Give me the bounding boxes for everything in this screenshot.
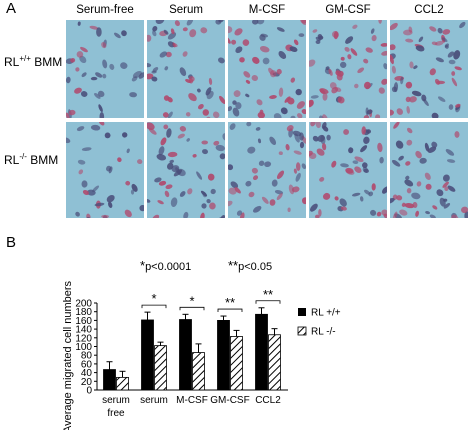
micrograph-r1-c5 [390, 20, 468, 118]
micrograph-cells [228, 20, 306, 118]
row-label-knockout: RL-/- BMM [4, 152, 58, 167]
x-tick-label: GM-CSF [210, 395, 249, 406]
micrograph-r2-c2 [147, 122, 225, 218]
panel-b-label: B [6, 234, 17, 251]
micrograph-r1-c4 [309, 20, 387, 118]
y-tick-label: 160 [75, 316, 92, 327]
micrograph-r1-c3 [228, 20, 306, 118]
legend-swatch-wildtype [298, 308, 306, 316]
micrograph-cells [66, 122, 144, 218]
x-tick-label: CCL2 [255, 395, 281, 406]
row-label-wildtype: RL+/+ BMM [4, 54, 62, 69]
bar-knockout [154, 345, 167, 391]
y-tick-label: 20 [81, 377, 93, 388]
significance-note-1-stars: * [140, 258, 146, 273]
bar-knockout [116, 376, 129, 391]
y-tick-label: 140 [75, 325, 92, 336]
row-label-knockout-prefix: RL [4, 153, 20, 167]
significance-note-2-text: p<0.05 [238, 261, 273, 273]
error-bar-group [106, 307, 278, 378]
y-tick-label: 40 [81, 368, 93, 379]
bar-knockout [230, 336, 243, 391]
bar-knockout [192, 352, 205, 391]
row-label-knockout-genotype: -/- [19, 152, 27, 161]
micrograph-r2-c4 [309, 122, 387, 218]
y-tick-label: 100 [75, 342, 92, 353]
y-tick-label: 120 [75, 333, 92, 344]
y-tick-label: 200 [75, 299, 92, 310]
micrograph-cells [147, 122, 225, 218]
bar-group [103, 313, 281, 391]
legend-swatch-knockout [297, 326, 307, 336]
row-label-wildtype-genotype: +/+ [19, 54, 31, 63]
micrograph-cells [309, 122, 387, 218]
y-tick-label: 60 [81, 359, 93, 370]
significance-stars: * [151, 291, 156, 306]
significance-bracket-group: * * **** [141, 287, 281, 313]
significance-note-1: *p<0.0001 [140, 258, 191, 273]
column-label-ccl2: CCL2 [414, 4, 444, 16]
micrograph-cells [66, 21, 144, 118]
bar-knockout [268, 334, 281, 391]
bar-wildtype [103, 369, 116, 391]
legend: RL +/+ RL -/- [297, 308, 341, 338]
micrograph-r1-c2 [147, 20, 225, 118]
bar-chart: Average migrated cell numbers 0204060801… [62, 280, 341, 430]
y-tick-label: 80 [81, 351, 93, 362]
micrograph-cells [390, 122, 468, 218]
micrograph-cells [228, 122, 306, 218]
panel-a-label: A [6, 0, 17, 17]
row-label-wildtype-prefix: RL [4, 55, 20, 69]
micrograph-cells [309, 20, 387, 118]
significance-bracket [141, 304, 167, 309]
significance-stars: ** [225, 295, 235, 310]
x-tick-label-group: serum free serum M-CSF GM-CSF CCL2 [102, 395, 281, 419]
micrograph-r2-c5 [390, 122, 468, 218]
row-label-wildtype-suffix: BMM [30, 55, 63, 69]
bar-wildtype [141, 319, 154, 391]
y-axis-title: Average migrated cell numbers [62, 280, 74, 430]
micrograph-r2-c3 [228, 122, 306, 218]
column-label-serum-free: Serum-free [76, 4, 134, 16]
significance-note-1-text: p<0.0001 [145, 261, 192, 273]
bar-wildtype [179, 319, 192, 391]
bar-wildtype [217, 320, 230, 391]
micrograph-cells [390, 21, 466, 118]
significance-stars: ** [263, 287, 273, 302]
column-label-serum: Serum [169, 4, 203, 16]
y-tick-label: 180 [75, 307, 92, 318]
significance-bracket [179, 306, 205, 311]
legend-label-knockout: RL -/- [311, 327, 336, 338]
significance-note-2: **p<0.05 [228, 258, 272, 273]
significance-bracket [217, 308, 243, 313]
significance-stars: * [189, 293, 194, 308]
column-label-gm-csf: GM-CSF [325, 4, 371, 16]
legend-label-wildtype: RL +/+ [311, 308, 341, 319]
row-label-knockout-suffix: BMM [26, 153, 59, 167]
x-tick-label: serum [102, 395, 130, 406]
x-tick-label: serum [140, 395, 168, 406]
micrograph-cells [147, 20, 225, 118]
bar-wildtype [255, 313, 268, 391]
y-tick-label: 0 [86, 386, 92, 397]
micrograph-r2-c1 [66, 122, 144, 218]
x-tick-label: free [107, 408, 125, 419]
x-tick-label: M-CSF [176, 395, 208, 406]
column-label-m-csf: M-CSF [248, 4, 286, 16]
significance-bracket [255, 300, 281, 304]
micrograph-r1-c1 [66, 20, 144, 118]
significance-note-2-stars: ** [228, 258, 239, 273]
